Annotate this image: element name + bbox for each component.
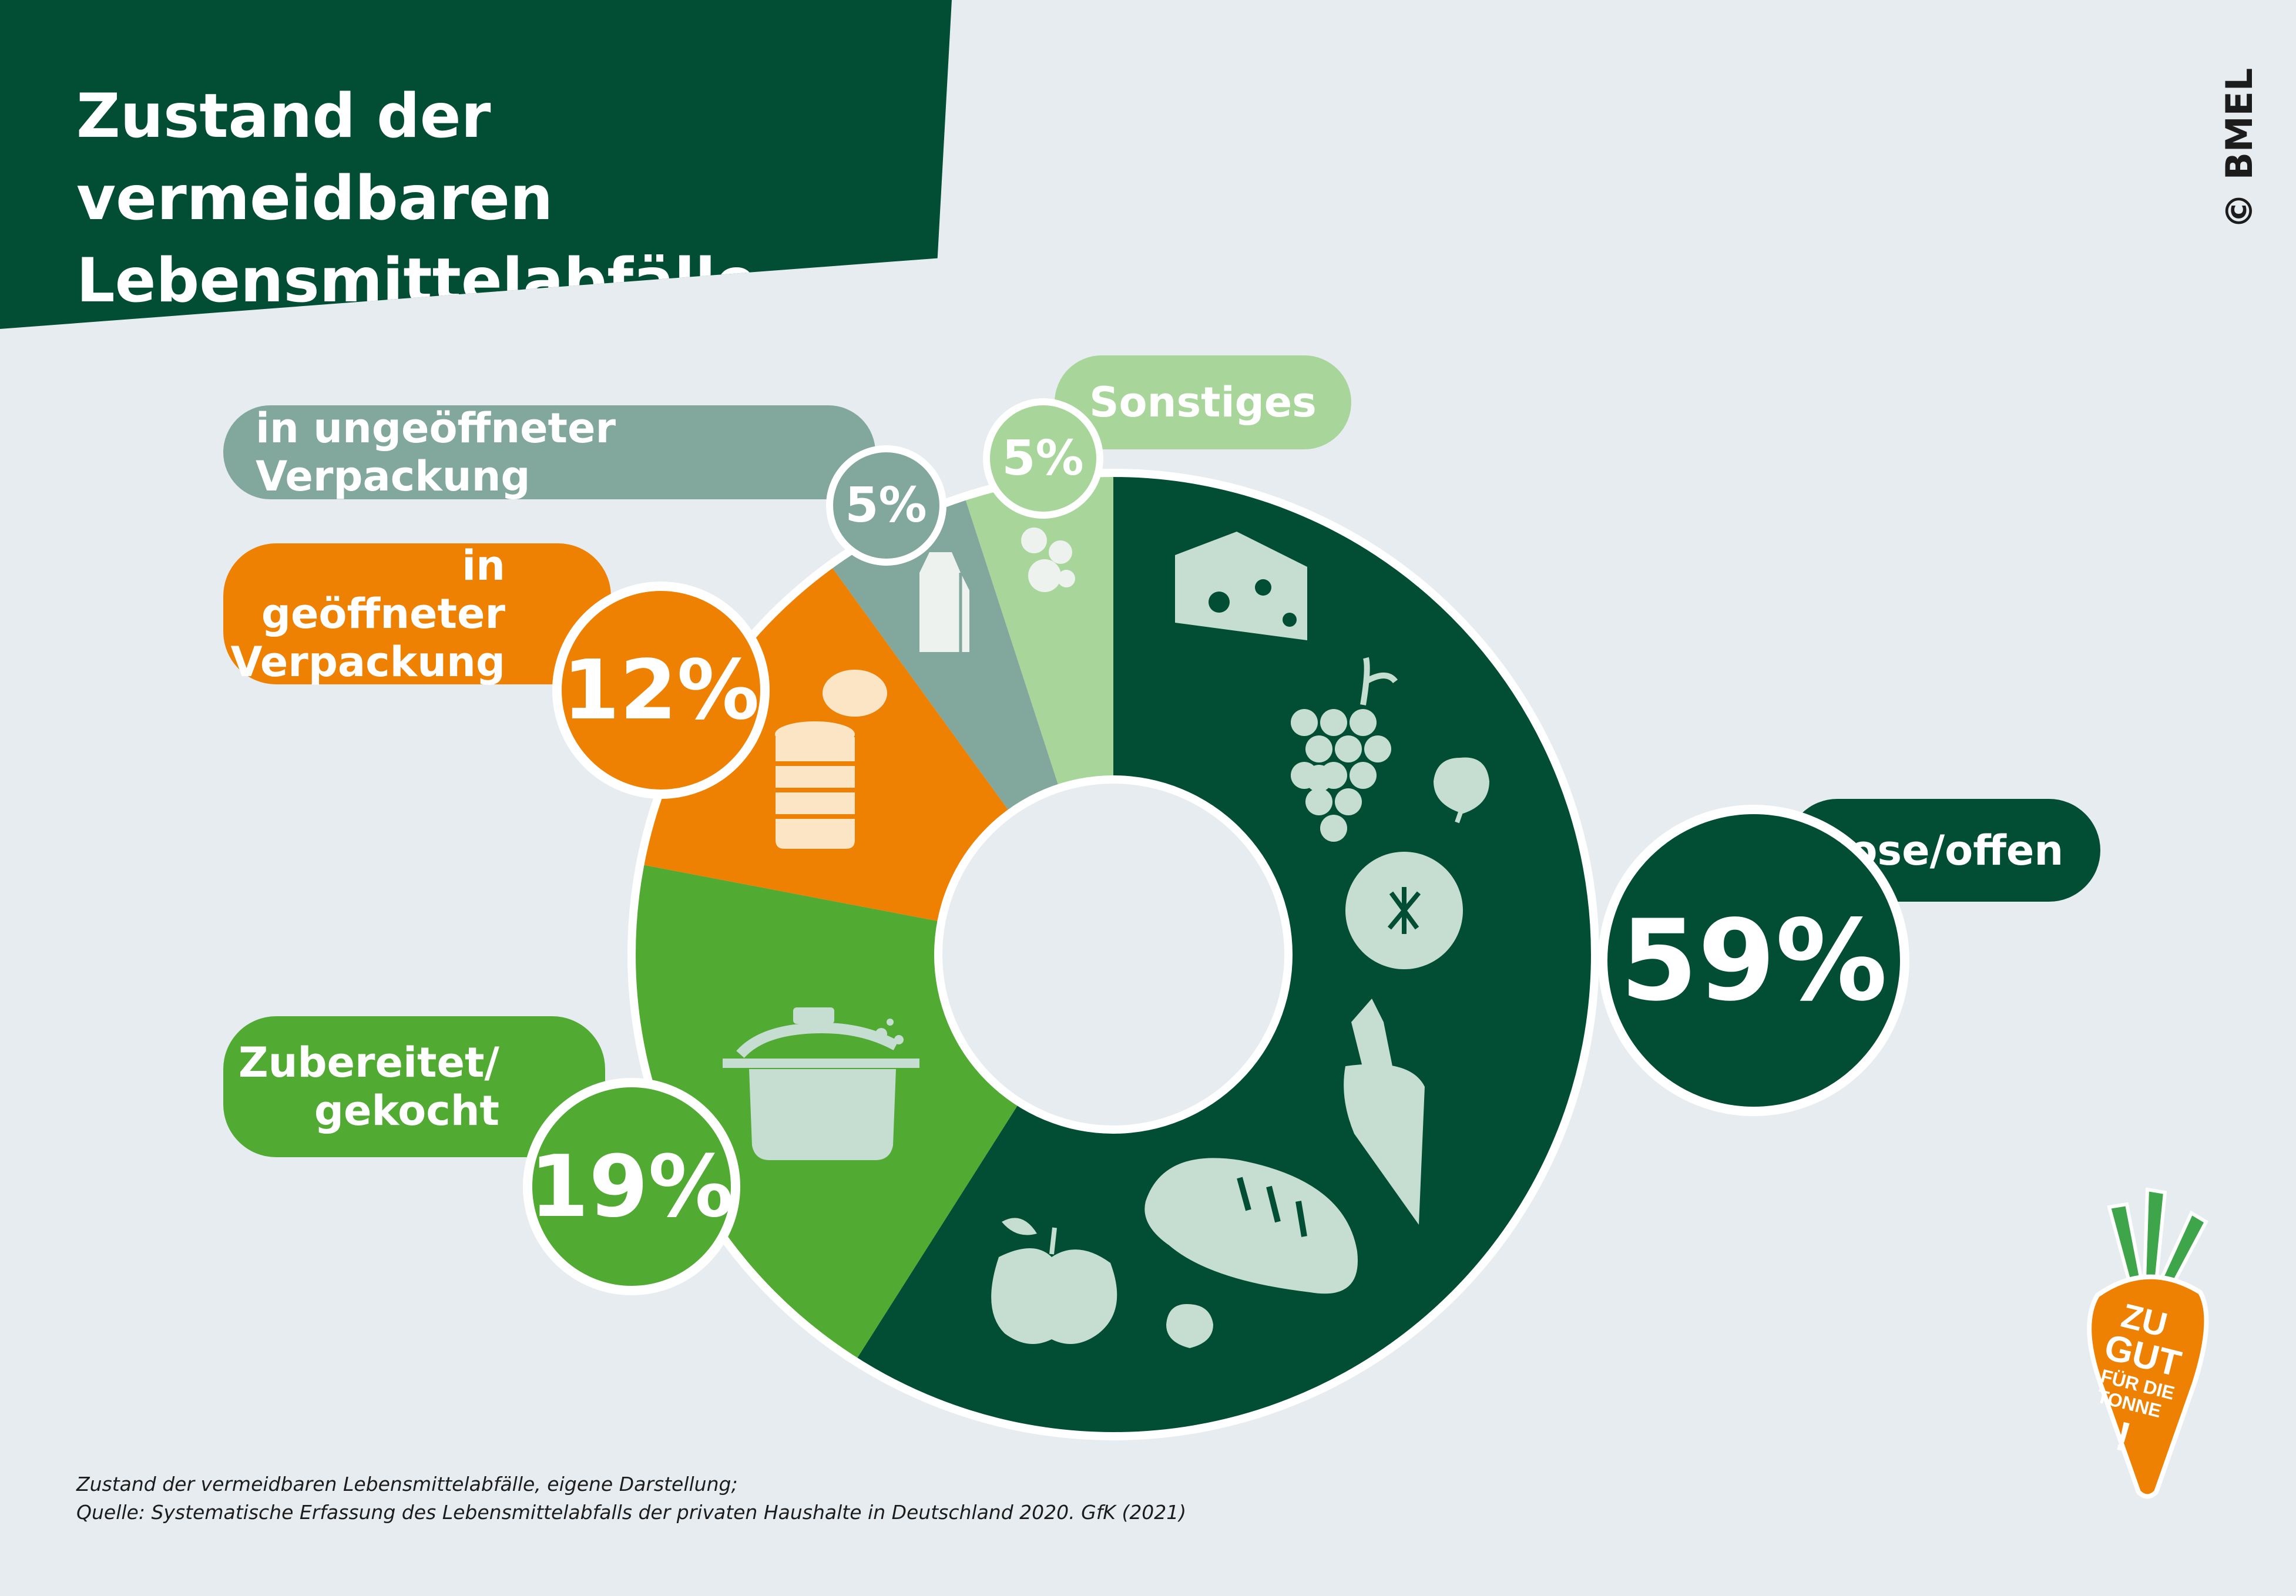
value-lose-offen: 59%	[1598, 805, 1909, 1116]
cooking-pot-icon	[723, 1007, 919, 1160]
value-zubereitet-gekocht: 19%	[523, 1078, 740, 1295]
zu-gut-fuer-die-tonne-logo: ZU GUT FÜR DIE TONNE !	[2087, 1187, 2209, 1499]
open-can-icon	[775, 670, 887, 849]
milk-carton-icon	[919, 552, 969, 652]
source-line-2: Quelle: Systematische Erfassung des Lebe…	[76, 1501, 1187, 1524]
apple-icon	[991, 1218, 1117, 1344]
value-ungeoeffnete-verpackung: 5%	[825, 445, 946, 566]
source-note: Zustand der vermeidbaren Lebensmittelabf…	[76, 1470, 1186, 1527]
tomato-icon	[1345, 852, 1463, 969]
radish-icon	[1434, 757, 1489, 824]
bread-icon	[1144, 1158, 1358, 1294]
label-sonstiges: Sonstiges	[1055, 355, 1351, 449]
label-ungeoeffnete-verpackung: in ungeöffneter Verpackung	[223, 404, 875, 500]
value-geoeffnete-verpackung: 12%	[552, 582, 770, 799]
grapes-icon	[1291, 657, 1398, 842]
donut-hole-inner	[942, 784, 1284, 1125]
cheese-icon	[1175, 532, 1307, 640]
radish-icon	[1166, 1304, 1213, 1348]
source-line-1: Zustand der vermeidbaren Lebensmittelabf…	[76, 1473, 738, 1496]
value-sonstiges: 5%	[982, 398, 1103, 519]
carrot-icon	[1344, 999, 1425, 1225]
mushrooms-icon	[1021, 527, 1075, 592]
donut-outline	[627, 469, 1599, 1440]
label-geoeffnete-verpackung: in geöffneter Verpackung	[223, 542, 611, 686]
